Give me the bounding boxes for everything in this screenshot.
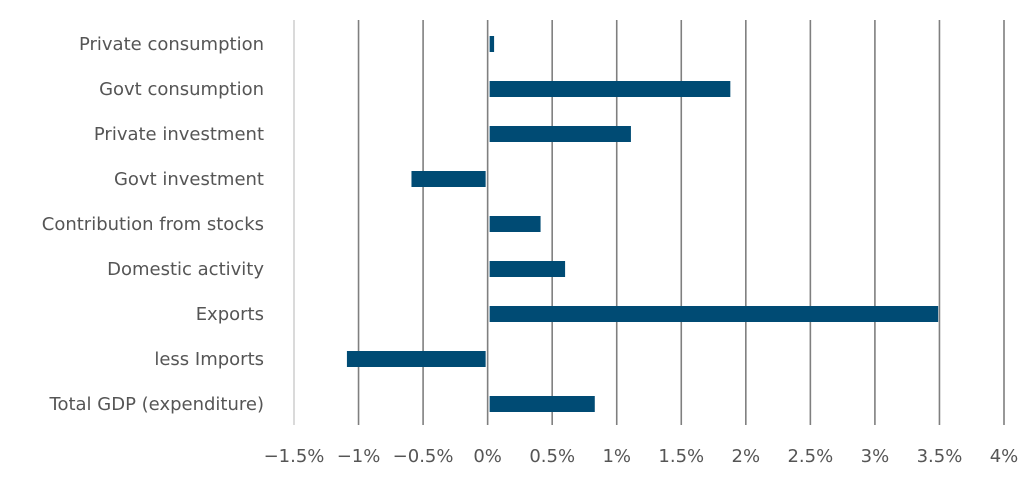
x-tick-label: 0.5%: [529, 446, 575, 467]
category-label: Total GDP (expenditure): [49, 394, 264, 415]
category-label: Govt investment: [114, 169, 264, 190]
bar: [489, 126, 631, 142]
bars: [346, 36, 939, 412]
x-tick-label: 3.5%: [917, 446, 963, 467]
category-label: Exports: [196, 304, 264, 325]
x-tick-label: 1.5%: [658, 446, 704, 467]
category-labels: Private consumption Govt consumption Priva…: [42, 34, 265, 415]
x-tick-label: 2%: [732, 446, 761, 467]
x-tick-label: 4%: [990, 446, 1019, 467]
category-label: Contribution from stocks: [42, 214, 264, 235]
bar: [411, 171, 486, 187]
category-label: Private investment: [94, 124, 264, 145]
x-tick-label: −1.5%: [264, 446, 325, 467]
x-tick-label: 3%: [861, 446, 890, 467]
x-tick-label: 0%: [473, 446, 502, 467]
category-label: less Imports: [154, 349, 264, 370]
x-tick-labels: −1.5% −1% −0.5% 0% 0.5% 1% 1.5% 2% 2.5% 3% 3.5% 4%: [264, 446, 1019, 467]
bar: [489, 36, 495, 52]
category-label: Govt consumption: [99, 79, 264, 100]
x-tick-label: −0.5%: [393, 446, 454, 467]
bar: [489, 306, 939, 322]
x-tick-label: 2.5%: [787, 446, 833, 467]
bar: [346, 351, 486, 367]
bar: [489, 396, 595, 412]
bar: [489, 81, 731, 97]
x-tick-label: −1%: [337, 446, 381, 467]
bar: [489, 216, 541, 232]
category-label: Private consumption: [79, 34, 264, 55]
x-tick-label: 1%: [602, 446, 631, 467]
bar: [489, 261, 566, 277]
category-label: Domestic activity: [107, 259, 264, 280]
